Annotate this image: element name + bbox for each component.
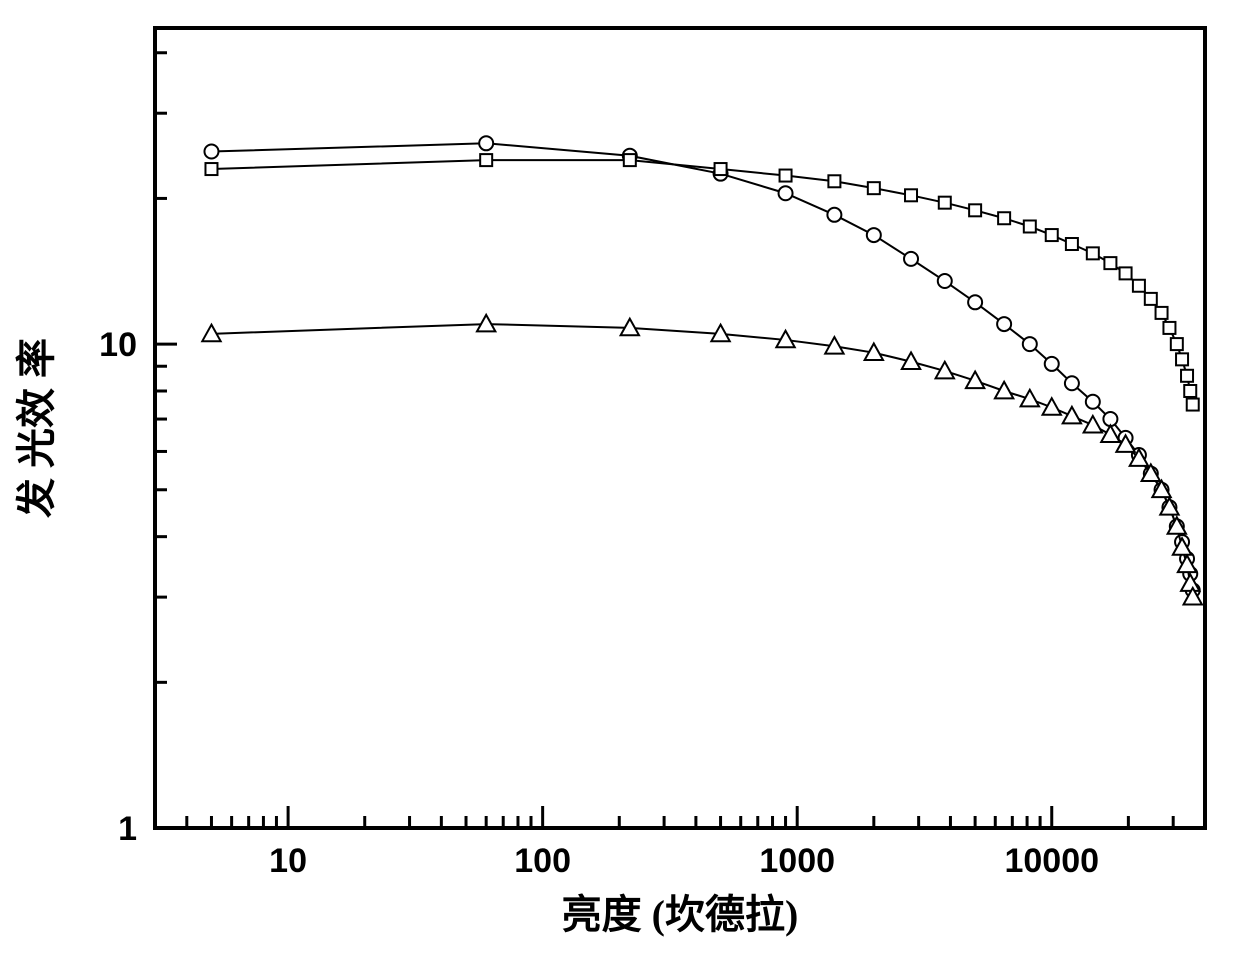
x-tick-label: 10 — [269, 842, 307, 880]
chart-container: 10 100 1000 10000 亮度 (坎德拉) 1 10 发 光效 率 — [0, 0, 1240, 964]
x-tick-label: 100 — [514, 842, 571, 880]
y-tick-label: 1 — [118, 810, 137, 848]
y-axis-label: 发 光效 率 — [14, 338, 59, 518]
line-chart: 10 100 1000 10000 亮度 (坎德拉) 1 10 发 光效 率 — [0, 0, 1240, 964]
x-tick-label: 10000 — [1004, 842, 1099, 880]
x-tick-label: 1000 — [759, 842, 835, 880]
x-axis-label: 亮度 (坎德拉) — [562, 892, 799, 937]
y-tick-label: 10 — [99, 326, 137, 364]
